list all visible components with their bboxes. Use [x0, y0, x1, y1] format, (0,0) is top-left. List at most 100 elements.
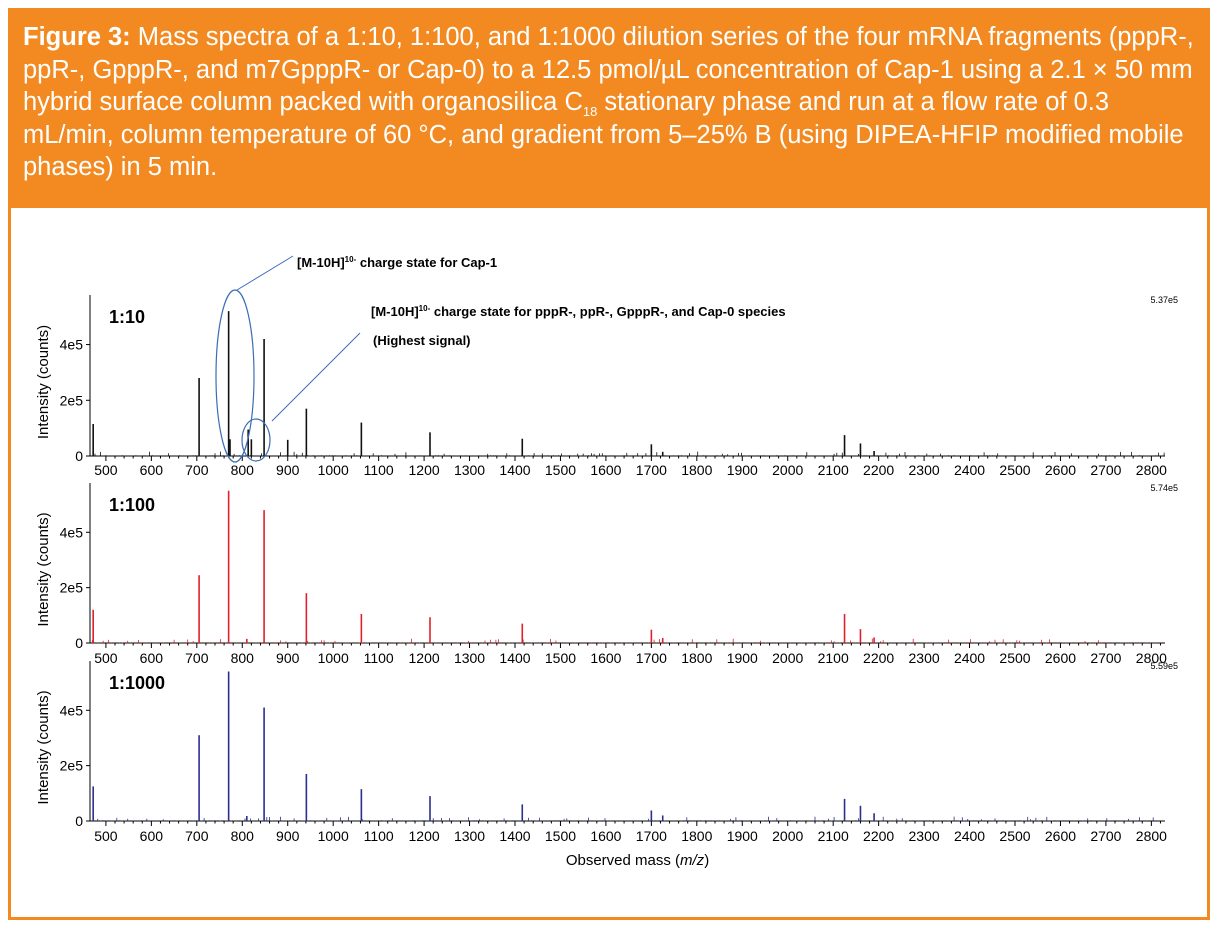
x-tick-label: 600 [140, 828, 164, 844]
y-tick-label: 2e5 [60, 758, 84, 774]
x-tick-label: 1400 [499, 650, 530, 666]
y-axis-label: Intensity (counts) [35, 512, 52, 626]
x-tick-label: 1700 [636, 828, 667, 844]
max-intensity-label: 5.74e5 [1150, 483, 1178, 493]
x-tick-label: 1300 [454, 462, 485, 478]
x-tick-label: 1700 [636, 650, 667, 666]
x-tick-label: 900 [276, 650, 300, 666]
spectrum-panel-2: 0 2e5 4e5 500 600 700 800 900 1000 1100 1200 1300 14… [35, 483, 1178, 666]
x-tick-label: 500 [94, 650, 118, 666]
y-tick-label: 0 [75, 635, 83, 651]
x-tick-label: 2600 [1045, 828, 1076, 844]
x-tick-label: 1100 [364, 650, 394, 666]
species-leader-line [271, 332, 361, 422]
x-tick-label: 1200 [409, 462, 440, 478]
x-tick-label: 800 [231, 828, 255, 844]
x-tick-label: 800 [231, 650, 255, 666]
cap1-leader-line [236, 255, 294, 291]
x-tick-label: 2400 [954, 462, 985, 478]
y-tick-label: 4e5 [60, 524, 84, 540]
x-tick-label: 800 [231, 462, 255, 478]
x-tick-label: 1400 [499, 462, 530, 478]
x-tick-label: 1300 [454, 828, 485, 844]
caption-text-2: stationary phase and run at a flow rate … [23, 88, 1184, 181]
species-note: (Highest signal) [373, 333, 471, 348]
x-tick-label: 2400 [954, 828, 985, 844]
caption-subscript: 18 [582, 104, 598, 120]
max-intensity-label: 5.37e5 [1150, 295, 1178, 305]
baseline-noise [91, 451, 1165, 456]
x-tick-label: 600 [140, 462, 164, 478]
figure-caption: Figure 3: Mass spectra of a 1:10, 1:100,… [11, 11, 1207, 208]
x-tick-label: 1300 [454, 650, 485, 666]
species-circle [241, 418, 271, 462]
x-tick-label: 1200 [409, 828, 440, 844]
x-tick-label: 700 [185, 650, 209, 666]
x-tick-label: 2000 [772, 828, 803, 844]
x-tick-label: 1000 [318, 650, 349, 666]
x-tick-label: 1800 [681, 462, 712, 478]
x-tick-label: 500 [94, 828, 118, 844]
x-tick-label: 1500 [545, 828, 576, 844]
x-tick-label: 1000 [318, 462, 349, 478]
x-tick-label: 700 [185, 828, 209, 844]
chart-panels: 0 2e5 4e5 500 600 700 800 900 1000 1100 1200 1300 14… [35, 295, 1178, 869]
x-tick-label: 2300 [909, 650, 940, 666]
x-tick-label: 2200 [863, 828, 894, 844]
y-tick-label: 4e5 [60, 337, 84, 353]
x-tick-label: 2000 [772, 462, 803, 478]
cap1-circle [215, 289, 255, 463]
x-tick-label: 1100 [364, 462, 394, 478]
x-tick-label: 1900 [727, 828, 758, 844]
x-tick-label: 700 [185, 462, 209, 478]
panel-label: 1:10 [109, 307, 145, 327]
x-tick-label: 1500 [545, 650, 576, 666]
x-tick-label: 1900 [727, 462, 758, 478]
x-tick-label: 2800 [1136, 828, 1167, 844]
x-tick-label: 1800 [681, 650, 712, 666]
chart-annotations: [M-10H]10- charge state for Cap-1 [M-10H… [215, 255, 786, 463]
x-tick-label: 1400 [499, 828, 530, 844]
baseline-noise [91, 816, 1165, 821]
x-tick-label: 2700 [1090, 462, 1121, 478]
figure-frame: Figure 3: Mass spectra of a 1:10, 1:100,… [8, 8, 1210, 920]
max-intensity-label: 5.59e5 [1150, 661, 1178, 671]
spectrum-panel-3: 0 2e5 4e5 500 600 700 800 900 1000 1100 1200 1300 14… [35, 661, 1178, 869]
x-tick-label: 2100 [818, 462, 849, 478]
x-tick-label: 1000 [318, 828, 349, 844]
x-tick-label: 2700 [1090, 650, 1121, 666]
x-tick-label: 2500 [999, 828, 1030, 844]
x-tick-label: 2800 [1136, 650, 1167, 666]
x-tick-label: 2000 [772, 650, 803, 666]
x-tick-label: 1800 [681, 828, 712, 844]
y-tick-label: 0 [75, 448, 83, 464]
x-tick-label: 900 [276, 828, 300, 844]
baseline-noise [91, 638, 1162, 643]
x-tick-label: 2800 [1136, 462, 1167, 478]
y-tick-label: 0 [75, 813, 83, 829]
x-tick-label: 2400 [954, 650, 985, 666]
x-tick-label: 2100 [818, 650, 849, 666]
x-tick-label: 1600 [590, 462, 621, 478]
x-tick-label: 1900 [727, 650, 758, 666]
caption-text-1: Mass spectra of a 1:10, 1:100, and 1:100… [23, 23, 1194, 116]
x-tick-label: 900 [276, 462, 300, 478]
x-tick-label: 500 [94, 462, 118, 478]
x-tick-label: 2700 [1090, 828, 1121, 844]
x-tick-label: 1500 [545, 462, 576, 478]
y-axis-label: Intensity (counts) [35, 690, 52, 804]
species-annotation: [M-10H]10- charge state for pppR-, ppR-,… [371, 304, 786, 319]
x-axis-label: Observed mass (m/z) [566, 852, 709, 869]
x-tick-label: 2300 [909, 828, 940, 844]
x-tick-label: 2200 [863, 462, 894, 478]
y-tick-label: 2e5 [60, 392, 84, 408]
panel-label: 1:100 [109, 495, 155, 515]
x-tick-label: 1600 [590, 828, 621, 844]
x-tick-label: 2500 [999, 650, 1030, 666]
x-tick-label: 2600 [1045, 462, 1076, 478]
y-axis-label: Intensity (counts) [35, 325, 52, 439]
cap1-annotation: [M-10H]10- charge state for Cap-1 [297, 255, 497, 270]
panel-label: 1:1000 [109, 673, 165, 693]
x-tick-label: 1100 [364, 828, 394, 844]
